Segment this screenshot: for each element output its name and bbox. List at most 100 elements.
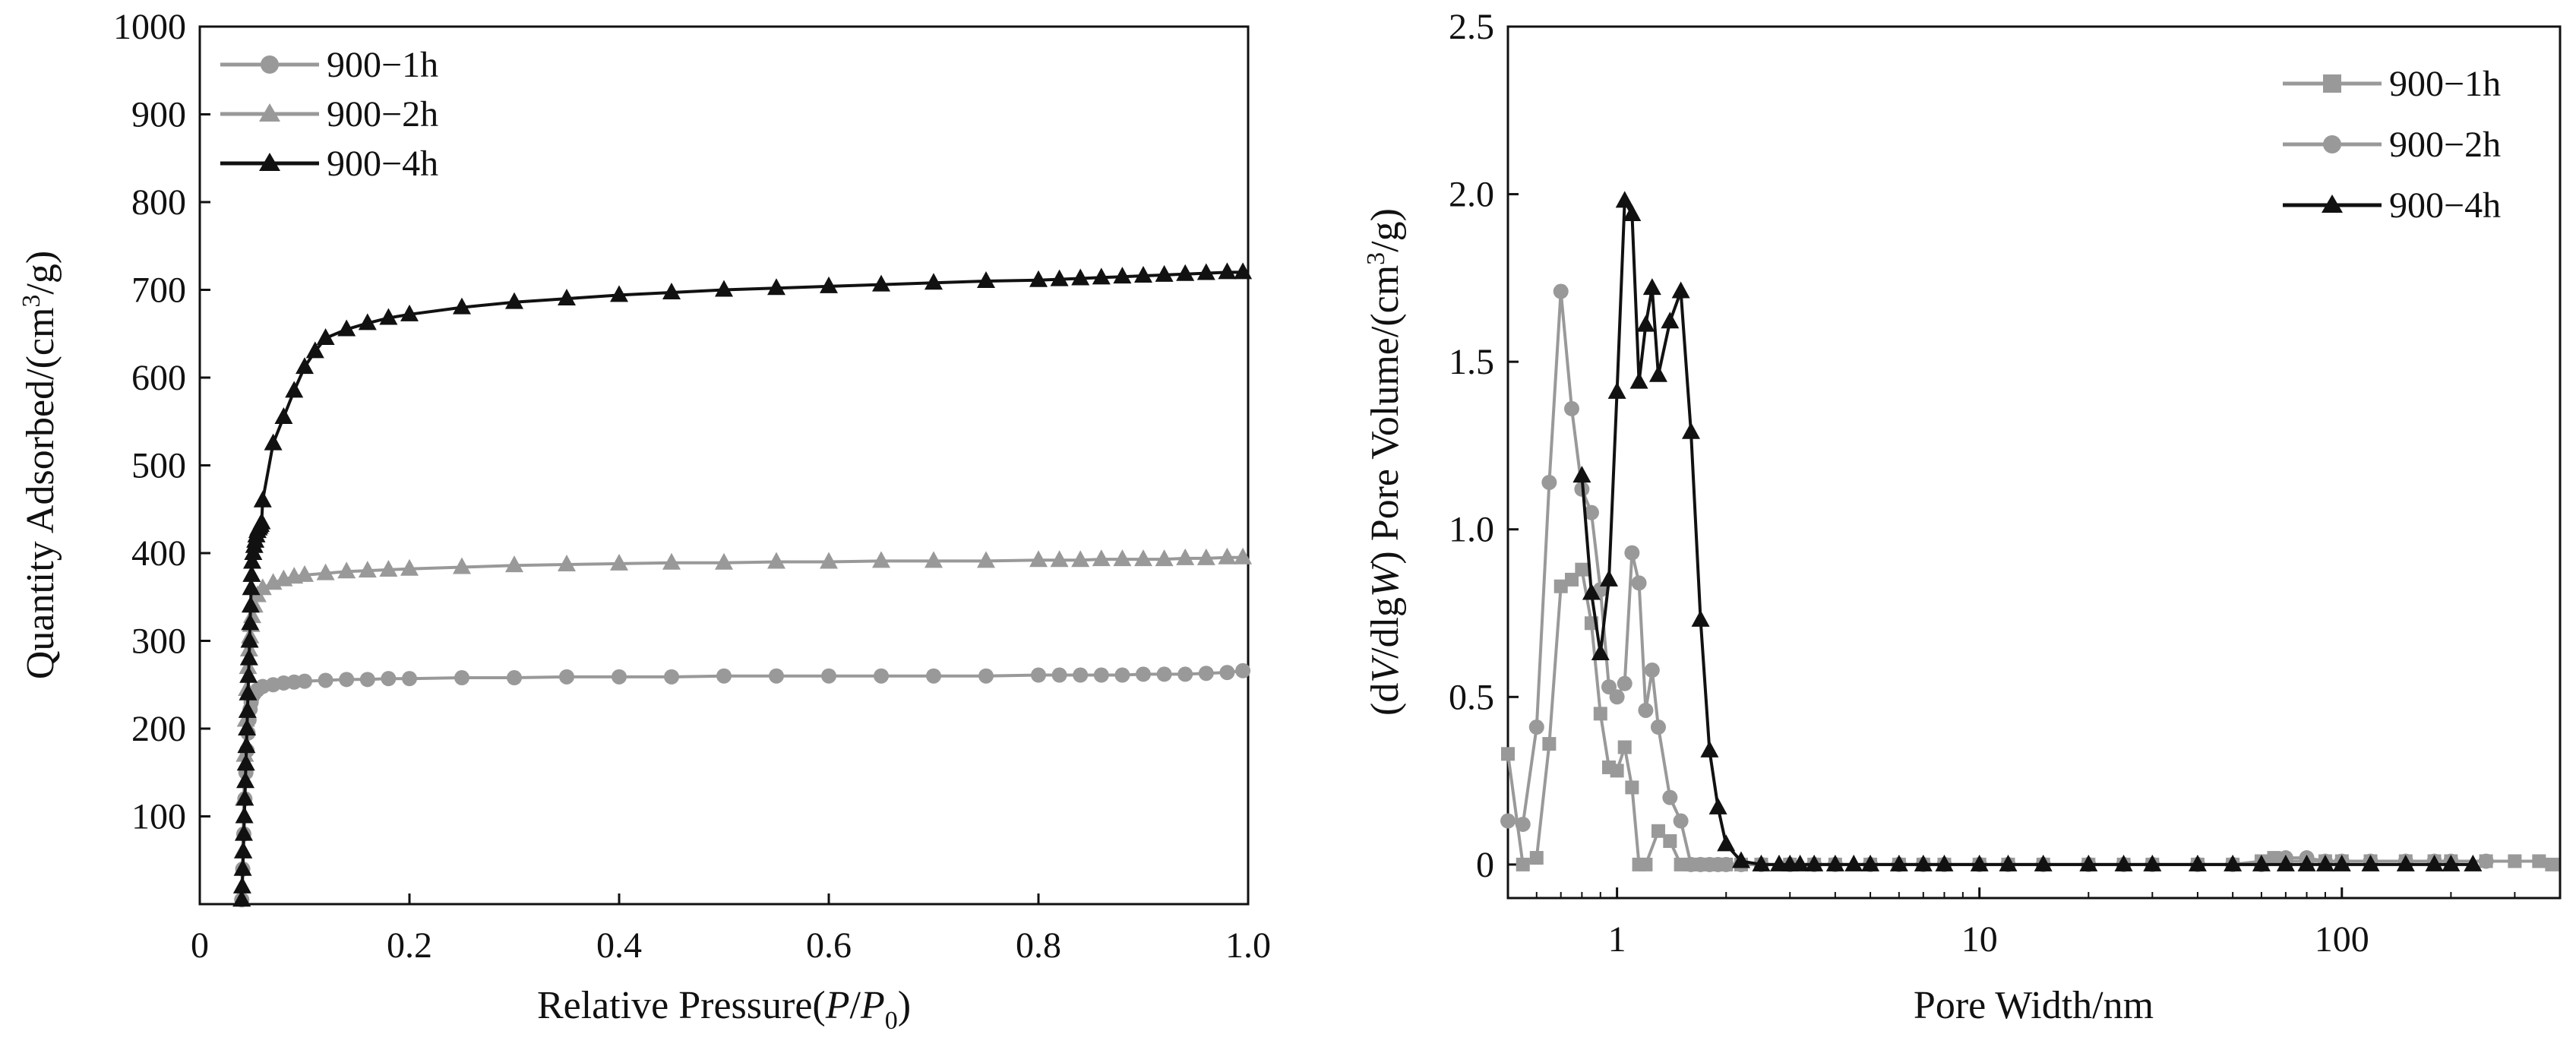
data-point — [253, 490, 272, 508]
data-point — [558, 289, 576, 306]
data-point — [1073, 667, 1089, 683]
series-layer — [232, 262, 1253, 908]
data-point — [716, 668, 732, 684]
data-point — [1050, 269, 1069, 286]
x-tick-label: 0.8 — [1016, 925, 1061, 966]
data-point — [2034, 854, 2053, 871]
data-point — [1691, 609, 1710, 627]
data-point — [1629, 372, 1648, 389]
data-point — [821, 668, 836, 684]
data-point — [1156, 666, 1172, 682]
data-point — [232, 876, 251, 893]
legend-item-900-4h: 900−4h — [2283, 185, 2501, 226]
data-point — [242, 578, 261, 596]
series-layer — [1500, 191, 2559, 872]
x-tick-label: 10 — [1961, 919, 1998, 960]
data-point — [285, 381, 304, 398]
data-point — [1572, 466, 1591, 483]
data-point — [1198, 666, 1214, 682]
data-point — [239, 683, 258, 701]
data-point — [1050, 550, 1069, 568]
data-point — [977, 270, 995, 288]
pore-size-chart: 0 0.5 1.0 1.5 2.0 2.5 1 10 100 (dV/dlgW) Pore V… — [1362, 7, 2562, 1027]
svg-text:900−1h: 900−1h — [327, 45, 438, 85]
data-point — [238, 701, 257, 718]
data-point — [1593, 707, 1607, 721]
data-point — [239, 648, 258, 666]
data-point — [1051, 667, 1067, 683]
data-point — [234, 841, 253, 859]
svg-text:900−2h: 900−2h — [2389, 125, 2501, 165]
x-axis-label: Relative Pressure(P/P0) — [537, 984, 911, 1035]
data-point — [1609, 689, 1625, 705]
data-point — [610, 285, 628, 302]
data-point — [767, 278, 785, 296]
x-tick-label: 1 — [1608, 919, 1626, 960]
data-point — [2276, 854, 2295, 871]
data-point — [232, 890, 251, 907]
data-point — [318, 672, 333, 688]
data-point — [1681, 422, 1700, 439]
data-point — [1673, 813, 1689, 829]
data-point — [2143, 854, 2162, 871]
data-point — [1529, 851, 1544, 865]
data-point — [2079, 854, 2098, 871]
data-point — [1554, 579, 1568, 593]
data-point — [1914, 854, 1933, 871]
data-point — [1648, 365, 1667, 382]
series-line — [240, 669, 1244, 900]
data-point — [1752, 854, 1771, 871]
legend-item-900-1h: 900−1h — [2283, 64, 2501, 104]
data-point — [1528, 720, 1544, 735]
data-point — [1791, 854, 1810, 871]
x-tick-label: 0.2 — [387, 925, 432, 966]
data-point — [1235, 663, 1251, 678]
x-tick-label: 0.4 — [596, 925, 642, 966]
data-point — [1638, 702, 1654, 718]
data-point — [2442, 854, 2461, 871]
data-point — [358, 313, 377, 330]
x-tick-label: 100 — [2315, 919, 2369, 960]
data-point — [1218, 262, 1237, 280]
data-point — [1671, 281, 1690, 299]
data-point — [1625, 780, 1639, 795]
data-point — [296, 357, 314, 375]
data-point — [507, 670, 522, 686]
data-point — [359, 672, 375, 688]
y-tick-label: 0 — [1476, 845, 1494, 885]
data-point — [2545, 857, 2559, 871]
data-point — [1805, 854, 1824, 871]
data-point — [453, 297, 471, 315]
data-point — [925, 551, 943, 568]
data-point — [2361, 854, 2380, 871]
data-point — [454, 670, 469, 686]
data-point — [296, 565, 314, 582]
series-line — [240, 270, 1244, 900]
legend-item-900-1h: 900−1h — [220, 45, 438, 85]
data-point — [1861, 854, 1880, 871]
data-point — [2224, 854, 2243, 871]
data-point — [234, 824, 253, 841]
data-point — [1825, 854, 1844, 871]
data-point — [1700, 740, 1719, 757]
data-point — [1935, 854, 1954, 871]
data-point — [1134, 266, 1152, 283]
data-point — [402, 671, 417, 687]
y-tick-label: 1.0 — [1449, 510, 1494, 550]
data-point — [505, 555, 523, 573]
y-tick-label: 2.0 — [1449, 175, 1494, 215]
data-point — [400, 304, 419, 321]
y-tick-label: 400 — [131, 533, 186, 574]
data-point — [233, 859, 252, 876]
series-900−1h — [234, 663, 1251, 908]
data-point — [925, 273, 943, 290]
series-line — [1580, 199, 2473, 866]
y-axis-label: Quantity Adsorbed/(cm3/g) — [17, 251, 62, 679]
y-tick-label: 800 — [131, 182, 186, 223]
data-point — [1624, 545, 1640, 561]
data-point — [1114, 667, 1130, 683]
data-point — [241, 613, 260, 631]
data-point — [264, 433, 283, 451]
